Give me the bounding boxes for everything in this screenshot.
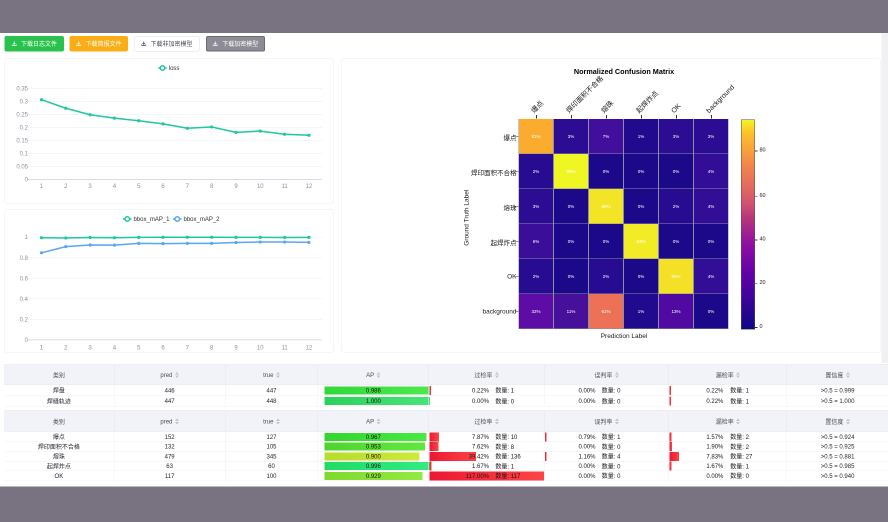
svg-text:0.3: 0.3: [20, 100, 29, 106]
svg-text:0.4: 0.4: [20, 297, 29, 303]
svg-text:1: 1: [40, 346, 44, 352]
svg-text:bbox_mAP_1: bbox_mAP_1: [134, 217, 171, 223]
svg-text:5: 5: [137, 184, 141, 190]
svg-text:4: 4: [113, 346, 117, 352]
svg-text:12: 12: [306, 346, 313, 352]
svg-text:12: 12: [306, 184, 313, 190]
svg-text:0.8: 0.8: [20, 256, 29, 262]
svg-text:8: 8: [210, 184, 214, 190]
svg-text:0.35: 0.35: [16, 87, 28, 93]
svg-text:3: 3: [88, 184, 92, 190]
svg-text:0.25: 0.25: [16, 112, 28, 118]
svg-text:5: 5: [137, 346, 141, 352]
svg-text:3: 3: [88, 346, 92, 352]
svg-text:6: 6: [161, 346, 165, 352]
svg-text:10: 10: [257, 346, 264, 352]
svg-text:loss: loss: [169, 66, 180, 72]
svg-text:0.2: 0.2: [20, 317, 29, 323]
svg-text:2: 2: [64, 346, 68, 352]
svg-text:0.6: 0.6: [20, 276, 29, 282]
svg-text:8: 8: [210, 346, 214, 352]
svg-text:1: 1: [40, 184, 44, 190]
svg-text:bbox_mAP_2: bbox_mAP_2: [184, 217, 221, 223]
svg-text:2: 2: [64, 184, 68, 190]
svg-text:1: 1: [25, 235, 29, 241]
svg-text:4: 4: [113, 184, 117, 190]
svg-text:0.1: 0.1: [20, 151, 29, 157]
svg-text:10: 10: [257, 184, 264, 190]
svg-text:9: 9: [234, 184, 238, 190]
svg-text:7: 7: [186, 346, 190, 352]
svg-text:9: 9: [234, 346, 238, 352]
svg-text:7: 7: [186, 184, 190, 190]
svg-text:0: 0: [25, 177, 29, 183]
svg-text:6: 6: [161, 184, 165, 190]
svg-text:11: 11: [281, 184, 288, 190]
svg-text:0.05: 0.05: [16, 164, 28, 170]
svg-text:0.2: 0.2: [20, 125, 29, 131]
svg-text:0.15: 0.15: [16, 138, 28, 144]
svg-text:11: 11: [281, 346, 288, 352]
svg-text:0: 0: [25, 338, 29, 344]
